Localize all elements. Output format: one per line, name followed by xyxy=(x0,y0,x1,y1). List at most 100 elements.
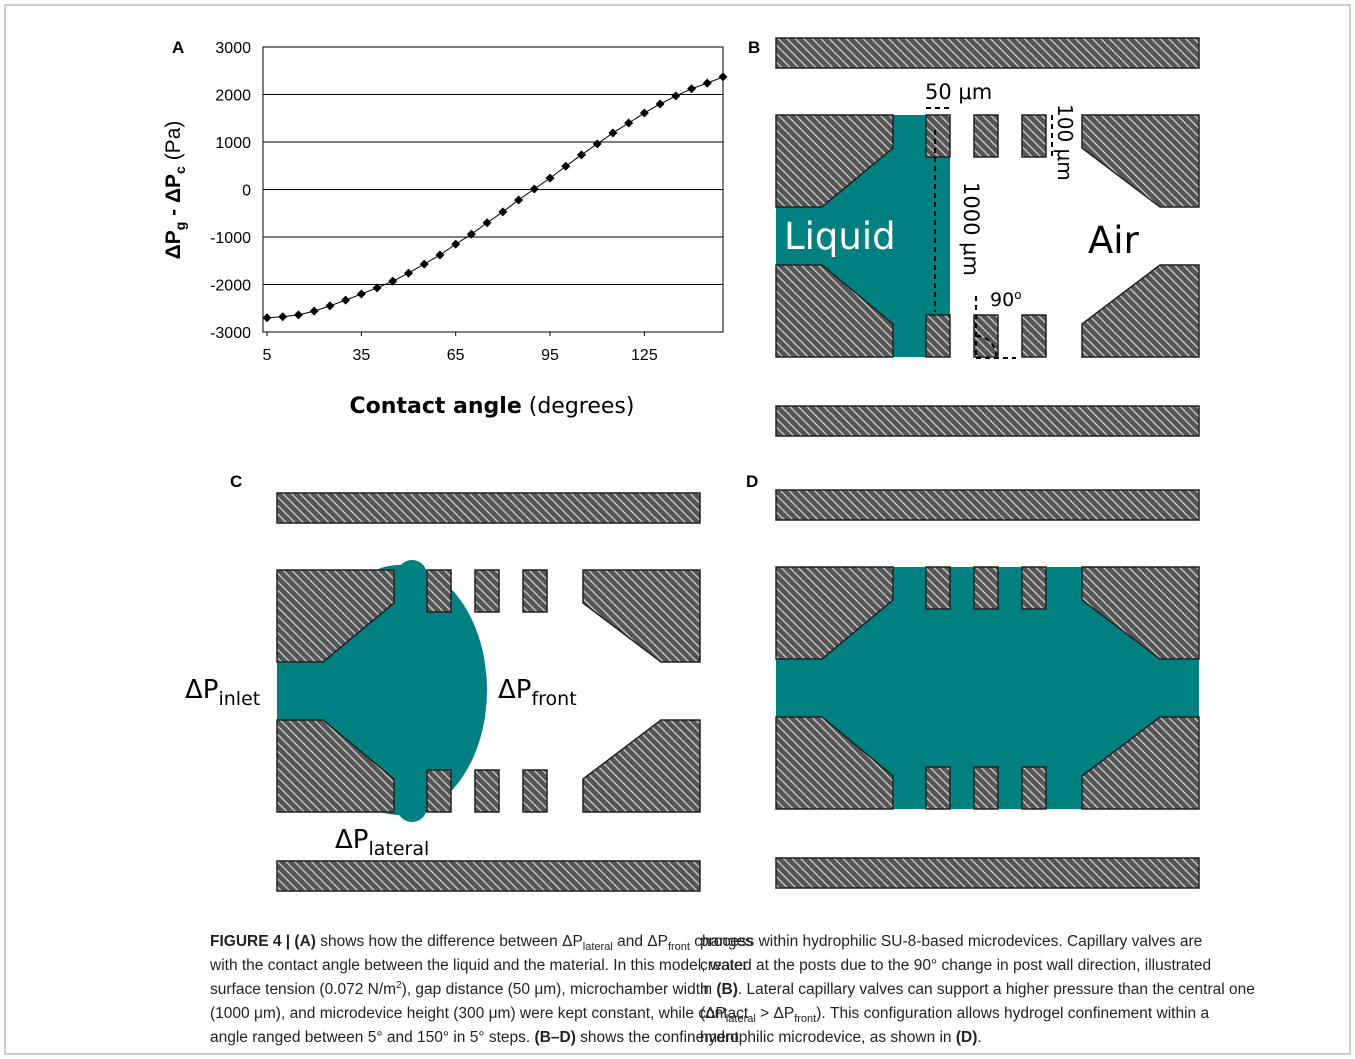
caption-text: ), gap distance (50 μm), microchamber wi… xyxy=(402,981,709,998)
x-tick-label: 125 xyxy=(631,347,658,364)
post xyxy=(926,767,950,809)
panel-label: C xyxy=(230,472,242,491)
x-axis-label: Contact angle (degrees) xyxy=(350,394,635,419)
caption-line: surface tension (0.072 N/m2), gap distan… xyxy=(210,980,709,998)
y-tick-label: -1000 xyxy=(210,230,251,247)
y-tick-label: -3000 xyxy=(210,325,251,342)
x-tick-label: 65 xyxy=(447,347,465,364)
data-point xyxy=(341,296,350,305)
chamber-block xyxy=(1082,265,1199,357)
caption-line: (1000 μm), and microdevice height (300 μ… xyxy=(210,1005,749,1022)
y-tick-label: 2000 xyxy=(215,88,251,105)
figure: -3000-2000-100001000200030005356595125 A… xyxy=(0,0,1355,1059)
caption-text: (1000 μm), and microdevice height (300 μ… xyxy=(210,1005,749,1022)
data-point xyxy=(310,307,319,316)
chamber-block xyxy=(1082,115,1199,207)
data-point xyxy=(530,185,539,194)
wall xyxy=(776,858,1199,888)
x-label-part: Contact angle xyxy=(350,394,522,419)
x-tick-label: 95 xyxy=(541,347,559,364)
post xyxy=(427,770,451,812)
liquid-label: Liquid xyxy=(784,215,896,258)
data-point xyxy=(719,72,728,81)
caption-script: lateral xyxy=(726,1013,756,1025)
data-point xyxy=(656,100,665,109)
panel-label: B xyxy=(748,38,760,57)
post xyxy=(974,767,998,809)
post xyxy=(974,567,998,609)
data-line xyxy=(267,77,723,318)
caption-text: (ΔP xyxy=(700,1005,726,1022)
angle-value: 90 xyxy=(990,289,1014,311)
caption-bold: FIGURE 4 | (A) xyxy=(210,933,316,950)
caption-bold: (D) xyxy=(956,1029,978,1046)
x-label-part: (degrees) xyxy=(522,394,635,419)
panel-label: D xyxy=(746,472,758,491)
data-point xyxy=(593,139,602,148)
caption-text: created at the posts due to the 90° chan… xyxy=(700,957,1211,974)
post xyxy=(926,315,950,357)
caption-text: ). This configuration allows hydrogel co… xyxy=(816,1005,1209,1022)
inlet-label: ΔPinlet xyxy=(185,675,260,710)
data-point xyxy=(325,301,334,310)
post xyxy=(1022,115,1046,157)
caption-line: with the contact angle between the liqui… xyxy=(209,957,748,974)
wall xyxy=(776,490,1199,520)
caption-line: process within hydrophilic SU-8-based mi… xyxy=(700,933,1202,950)
wall xyxy=(776,38,1199,68)
pressure: ΔP xyxy=(498,675,531,705)
caption-text: and ΔP xyxy=(613,933,668,950)
data-point xyxy=(420,260,429,269)
x-tick-label: 35 xyxy=(352,347,370,364)
data-point xyxy=(687,84,696,93)
caption-line: created at the posts due to the 90° chan… xyxy=(700,957,1211,974)
wall xyxy=(277,861,700,891)
gap-label: 50 μm xyxy=(925,80,992,104)
data-point xyxy=(435,251,444,260)
data-point xyxy=(357,290,366,299)
lateral-label: ΔPlateral xyxy=(335,825,429,860)
caption-line: in (B). Lateral capillary valves can sup… xyxy=(700,981,1255,998)
data-point xyxy=(671,91,680,100)
caption-line: (ΔPlateral > ΔPfront). This configuratio… xyxy=(700,1005,1209,1025)
pressure-sub: front xyxy=(531,688,576,710)
post-label: 100 μm xyxy=(1053,104,1077,181)
data-point xyxy=(483,218,492,227)
panel-label: A xyxy=(172,38,184,57)
caption-text: hydrophilic microdevice, as shown in xyxy=(700,1029,956,1046)
front-label: ΔPfront xyxy=(498,675,577,710)
caption-text: surface tension (0.072 N/m xyxy=(210,981,396,998)
chamber-block xyxy=(583,720,700,812)
chamber-block xyxy=(583,570,700,662)
data-point xyxy=(546,174,555,183)
pressure-sub: lateral xyxy=(368,838,429,860)
caption-script: front xyxy=(668,941,690,953)
caption-text: . xyxy=(977,1029,981,1046)
y-label-sub: c xyxy=(172,166,188,174)
data-point xyxy=(278,312,287,321)
angle-label: 90o xyxy=(990,288,1022,311)
wall xyxy=(277,493,700,523)
caption: FIGURE 4 | (A) shows how the difference … xyxy=(209,933,1255,1046)
caption-line: angle ranged between 5° and 150° in 5° s… xyxy=(210,1029,739,1046)
post xyxy=(1022,315,1046,357)
wall xyxy=(776,406,1199,436)
air-label: Air xyxy=(1088,219,1140,262)
data-point xyxy=(514,195,523,204)
caption-line: FIGURE 4 | (A) shows how the difference … xyxy=(210,933,753,953)
liquid xyxy=(397,560,427,822)
caption-text: . Lateral capillary valves can support a… xyxy=(738,981,1255,998)
data-point xyxy=(608,128,617,137)
x-tick-label: 5 xyxy=(263,347,272,364)
post xyxy=(523,770,547,812)
data-point xyxy=(404,269,413,278)
data-point xyxy=(451,240,460,249)
caption-bold: (B–D) xyxy=(535,1029,576,1046)
width-label: 1000 μm xyxy=(959,182,983,276)
post xyxy=(926,567,950,609)
y-label-sub: g xyxy=(172,222,188,231)
y-tick-label: 3000 xyxy=(215,40,251,57)
data-point xyxy=(561,162,570,171)
data-point xyxy=(294,310,303,319)
